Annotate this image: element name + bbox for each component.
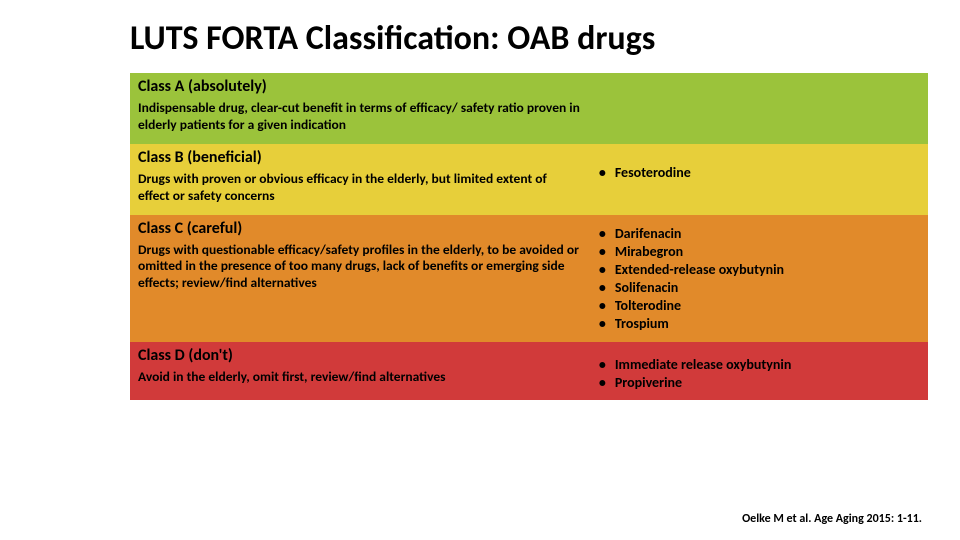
class-a-desc: Indispensable drug, clear-cut benefit in… — [130, 98, 593, 144]
class-a-label: Class A (absolutely) — [130, 73, 593, 98]
class-c-desc: Drugs with questionable efficacy/safety … — [130, 240, 593, 303]
class-b-drugs: Fesoterodine — [597, 152, 918, 182]
class-c-row: Class C (careful) Drugs with questionabl… — [130, 215, 928, 342]
class-b-label: Class B (beneficial) — [130, 144, 593, 169]
class-c-label: Class C (careful) — [130, 215, 593, 240]
class-a-row: Class A (absolutely) Indispensable drug,… — [130, 73, 928, 144]
drug-item: Mirabegron — [597, 243, 918, 261]
drug-item: Immediate release oxybutynin — [597, 356, 918, 374]
drug-item: Extended-release oxybutynin — [597, 261, 918, 279]
drug-item: Solifenacin — [597, 279, 918, 297]
class-d-row: Class D (don't) Avoid in the elderly, om… — [130, 342, 928, 400]
class-c-drugs: DarifenacinMirabegronExtended-release ox… — [597, 223, 918, 334]
class-d-drugs: Immediate release oxybutyninPropiverine — [597, 350, 918, 392]
drug-item: Trospium — [597, 315, 918, 333]
drug-item: Propiverine — [597, 374, 918, 392]
drug-item: Tolterodine — [597, 297, 918, 315]
classification-table: Class A (absolutely) Indispensable drug,… — [130, 73, 928, 400]
class-d-label: Class D (don't) — [130, 342, 593, 367]
class-b-row: Class B (beneficial) Drugs with proven o… — [130, 144, 928, 215]
drug-item: Fesoterodine — [597, 164, 918, 182]
citation: Oelke M et al. Age Aging 2015: 1-11. — [742, 512, 922, 526]
class-b-desc: Drugs with proven or obvious efficacy in… — [130, 169, 593, 215]
drug-item: Darifenacin — [597, 225, 918, 243]
class-d-desc: Avoid in the elderly, omit first, review… — [130, 367, 593, 396]
page-title: LUTS FORTA Classification: OAB drugs — [0, 0, 960, 73]
